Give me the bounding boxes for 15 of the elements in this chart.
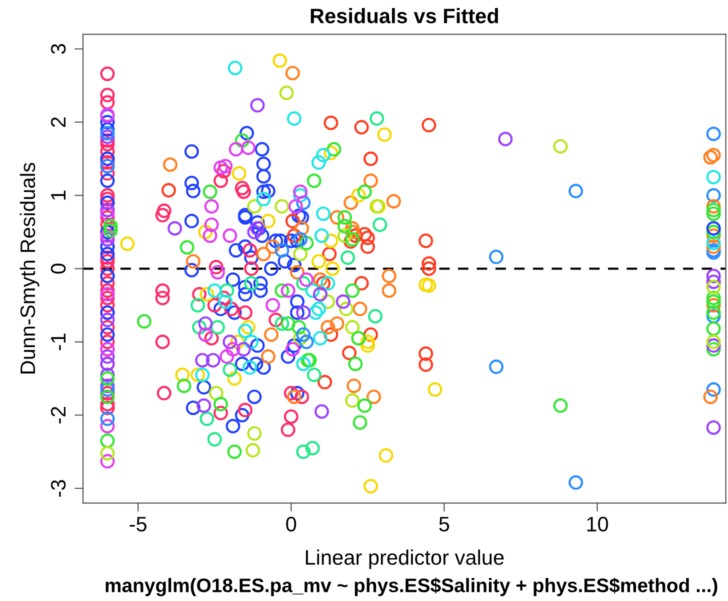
x-axis-title: Linear predictor value bbox=[306, 550, 504, 569]
y-axis-title: Dunn-Smyth Residuals bbox=[20, 162, 40, 374]
y-tick-label: 0 bbox=[50, 264, 66, 274]
y-tick-label: 3 bbox=[50, 44, 66, 54]
y-tick-label: -2 bbox=[50, 406, 66, 424]
chart-title: Residuals vs Fitted bbox=[310, 8, 498, 24]
text: manyglm(O18.ES.pa_mv ~ phys.ES$Salinity + phys.ES$method ...) bbox=[106, 578, 718, 596]
x-tick-label: 10 bbox=[587, 516, 608, 532]
x-tick-label: 0 bbox=[286, 516, 296, 532]
y-tick-label: -1 bbox=[51, 334, 66, 350]
x-tick-label: 5 bbox=[439, 516, 450, 532]
y-tick-label: 2 bbox=[50, 117, 66, 127]
y-tick-label: -3 bbox=[50, 480, 66, 497]
y-tick-label: 1 bbox=[51, 190, 66, 200]
x-tick-label: -5 bbox=[130, 516, 146, 532]
